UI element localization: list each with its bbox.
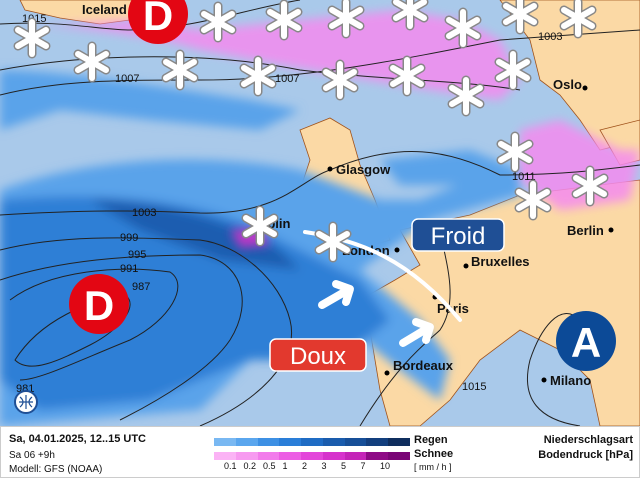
model-name: Modell: GFS (NOAA) — [9, 464, 103, 475]
valid-time: Sa, 04.01.2025, 12..15 UTC — [9, 433, 146, 445]
snow-swatch — [366, 452, 389, 460]
scale-tick: 5 — [341, 461, 347, 471]
isobar-label: 995 — [128, 249, 146, 261]
isobar-label: 1011 — [512, 171, 536, 183]
isobar-label: 987 — [132, 281, 150, 293]
scale-tick: 2 — [302, 461, 308, 471]
isobar-label: 1003 — [538, 31, 562, 43]
snow-swatch — [301, 452, 323, 460]
isobar-label: 1007 — [115, 73, 139, 85]
snow-swatch — [257, 452, 280, 460]
snow-swatch — [279, 452, 302, 460]
legend-footer: Sa, 04.01.2025, 12..15 UTC Sa 06 +9h Mod… — [0, 426, 640, 478]
rain-swatch — [366, 438, 389, 446]
snow-areas — [0, 10, 640, 248]
warm-air-label: Doux — [269, 338, 367, 372]
snow-swatch — [344, 452, 367, 460]
isobar-label: 1003 — [132, 207, 156, 219]
scale-tick: 0.5 — [263, 461, 276, 471]
city-labels: Iceland Oslo Glasgow Dublin London Bruxe… — [82, 2, 614, 388]
rain-color-scale — [214, 438, 411, 446]
snow-swatch — [235, 452, 258, 460]
low-pressure-center: D — [69, 274, 129, 334]
snow-label: Schnee — [414, 448, 454, 460]
rain-label: Regen — [414, 434, 448, 446]
cold-air-label: Froid — [411, 218, 505, 252]
scale-tick: 0.2 — [243, 461, 257, 471]
rain-swatch — [322, 438, 345, 446]
rain-swatch — [344, 438, 367, 446]
scale-tick: 3 — [321, 461, 327, 471]
isobar-label: 1015 — [462, 381, 486, 393]
scale-tick: 1 — [282, 461, 288, 471]
scale-tick: 0.1 — [224, 461, 237, 471]
unit-label: [ mm / h ] — [414, 462, 452, 472]
isobar-label: 999 — [120, 232, 138, 244]
high-pressure-center: A — [556, 311, 616, 371]
snow-swatch — [388, 452, 411, 460]
svg-text:D: D — [84, 282, 114, 329]
rain-swatch — [257, 438, 280, 446]
arrow-icon — [318, 280, 434, 347]
snow-swatch — [214, 452, 236, 460]
weather-map[interactable]: 1015 1007 1007 1003 1011 1003 999 995 99… — [0, 0, 640, 426]
legend-title-pressure: Bodendruck [hPa] — [538, 449, 633, 461]
rain-swatch — [214, 438, 236, 446]
scale-tick: 7 — [360, 461, 366, 471]
legend-title-precip: Niederschlagsart — [543, 434, 633, 446]
svg-text:D: D — [143, 0, 173, 39]
rain-swatch — [235, 438, 258, 446]
low-pressure-center: D — [128, 0, 188, 44]
rain-swatch — [388, 438, 411, 446]
city-glasgow: Glasgow — [336, 162, 391, 177]
svg-text:Doux: Doux — [290, 343, 346, 370]
model-run: Sa 06 +9h — [9, 450, 55, 461]
city-oslo: Oslo — [553, 77, 582, 92]
svg-text:A: A — [571, 319, 601, 366]
rain-swatch — [279, 438, 302, 446]
scale-tick: 10 — [380, 461, 391, 471]
rain-swatch — [301, 438, 323, 446]
isobar-label: 991 — [120, 263, 138, 275]
city-berlin: Berlin — [567, 223, 604, 238]
svg-text:Froid: Froid — [431, 223, 486, 250]
snow-color-scale — [214, 452, 411, 460]
city-milano: Milano — [550, 373, 591, 388]
isobars — [0, 0, 640, 426]
city-iceland: Iceland — [82, 2, 127, 17]
city-bruxelles: Bruxelles — [471, 254, 530, 269]
globe-icon[interactable] — [14, 390, 38, 414]
city-bordeaux: Bordeaux — [393, 358, 454, 373]
isobar-label: 1007 — [275, 73, 299, 85]
snow-swatch — [322, 452, 345, 460]
